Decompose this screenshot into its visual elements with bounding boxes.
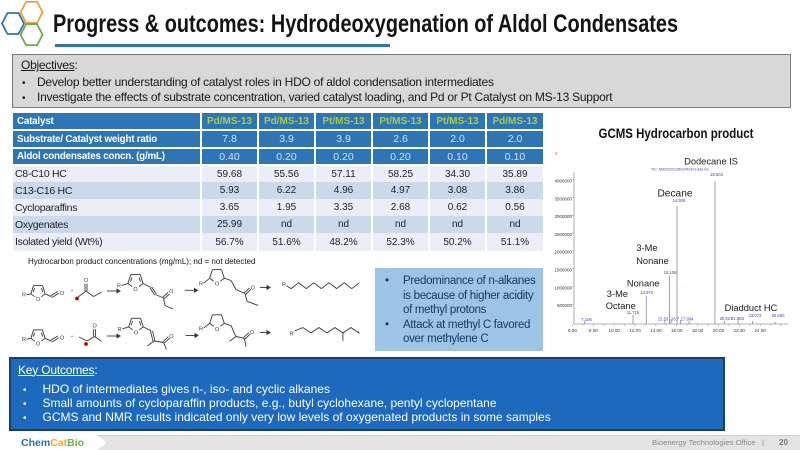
svg-text:O: O	[215, 282, 220, 288]
svg-text:O: O	[251, 285, 256, 291]
svg-text:O: O	[60, 291, 65, 297]
svg-text:2500000: 2500000	[554, 232, 572, 237]
svg-text:12.971: 12.971	[640, 290, 653, 295]
svg-text:14.00: 14.00	[650, 328, 662, 333]
svg-text:19.503: 19.503	[710, 172, 723, 177]
svg-text:10.00: 10.00	[608, 328, 620, 333]
svg-text:6.00: 6.00	[568, 328, 577, 333]
svg-text:Dodecane IS: Dodecane IS	[684, 157, 738, 167]
svg-text:+: +	[70, 288, 74, 295]
svg-text:O: O	[169, 289, 174, 295]
svg-text:a: a	[555, 151, 558, 156]
svg-text:1500000: 1500000	[554, 268, 572, 273]
svg-text:16.00: 16.00	[671, 328, 683, 333]
svg-text:20.00: 20.00	[713, 328, 725, 333]
svg-text:14.926: 14.926	[673, 198, 686, 203]
svg-text:18.00: 18.00	[692, 328, 704, 333]
svg-text:O: O	[134, 330, 139, 336]
svg-text:15.108: 15.108	[664, 270, 677, 275]
svg-text:8.00: 8.00	[589, 328, 598, 333]
svg-text:O: O	[36, 297, 41, 303]
svg-text:22.00: 22.00	[733, 328, 745, 333]
svg-text:20.627: 20.627	[720, 316, 733, 321]
svg-text:TIC: AM20220128GCMSCH-dda.ms: TIC: AM20220128GCMSCH-dda.ms	[651, 168, 709, 172]
svg-text:R: R	[22, 337, 26, 343]
svg-text:O: O	[133, 287, 138, 293]
svg-text:21.883: 21.883	[731, 316, 744, 321]
svg-text:R': R'	[289, 332, 294, 338]
svg-text:R: R	[199, 326, 203, 332]
svg-text:O: O	[60, 335, 65, 341]
svg-text:2000000: 2000000	[554, 250, 572, 255]
svg-text:R: R	[199, 281, 203, 287]
svg-text:3000000: 3000000	[554, 214, 572, 219]
svg-text:500000: 500000	[557, 303, 573, 308]
svg-text:Diadduct HC: Diadduct HC	[725, 303, 778, 313]
svg-text:Nonane: Nonane	[627, 278, 660, 288]
svg-text:16.7: 16.7	[671, 317, 680, 322]
svg-text:R: R	[22, 293, 26, 299]
svg-text:O: O	[92, 323, 97, 329]
svg-text:4000000: 4000000	[554, 179, 572, 184]
svg-text:R: R	[282, 282, 286, 288]
svg-text:7.108: 7.108	[581, 317, 592, 322]
svg-text:R: R	[118, 327, 122, 333]
svg-text:17.994: 17.994	[681, 317, 694, 322]
svg-text:+: +	[70, 334, 74, 341]
svg-text:25.650: 25.650	[772, 313, 785, 318]
svg-text:24.00: 24.00	[754, 328, 766, 333]
svg-text:23.072: 23.072	[749, 313, 762, 318]
svg-text:Octane: Octane	[606, 301, 636, 311]
svg-text:O: O	[169, 334, 174, 340]
svg-text:Nonane: Nonane	[636, 256, 669, 266]
svg-text:3-Me: 3-Me	[607, 289, 628, 299]
svg-text:3-Me: 3-Me	[636, 243, 657, 253]
svg-text:R: R	[117, 284, 121, 290]
svg-text:11.716: 11.716	[627, 310, 640, 315]
svg-text:1000000: 1000000	[554, 285, 572, 290]
svg-text:O: O	[84, 278, 89, 284]
svg-text:12.00: 12.00	[629, 328, 641, 333]
svg-text:15.53: 15.53	[658, 317, 669, 322]
svg-text:Decane: Decane	[657, 189, 692, 200]
svg-text:3500000: 3500000	[554, 196, 572, 201]
svg-text:O: O	[36, 342, 41, 348]
svg-text:O: O	[215, 327, 220, 333]
svg-text:O: O	[250, 330, 255, 336]
